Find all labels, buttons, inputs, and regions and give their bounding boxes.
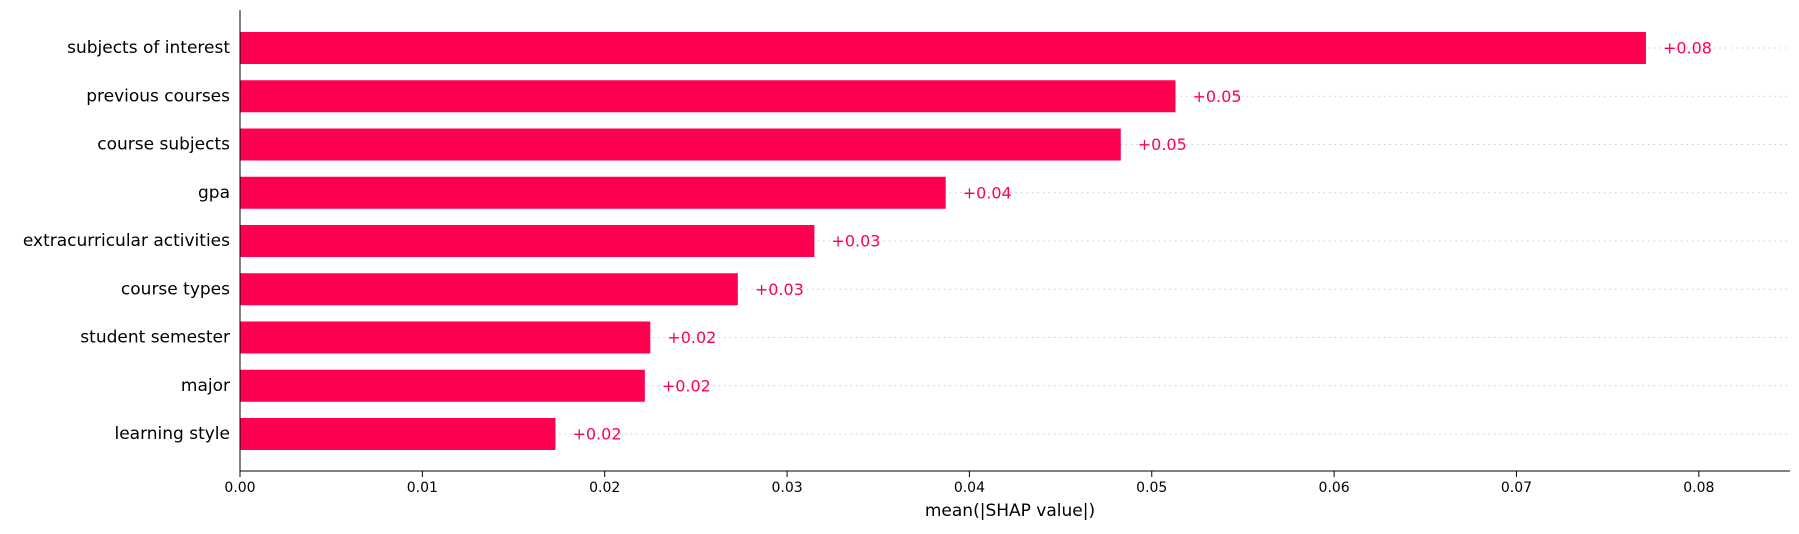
bar-value-label: +0.05 <box>1138 135 1187 154</box>
category-label: gpa <box>198 183 230 203</box>
bar-extracurricular-activities <box>240 225 815 257</box>
x-tick-label: 0.07 <box>1501 480 1532 496</box>
x-ticks-group: 0.00 0.01 0.02 0.03 0.04 0.05 0.06 0.07 0.08 <box>224 471 1714 496</box>
bar-learning-style <box>240 418 556 450</box>
category-label: student semester <box>80 328 230 348</box>
bar-value-label: +0.08 <box>1663 39 1712 58</box>
x-tick-label: 0.06 <box>1319 480 1350 496</box>
x-tick-label: 0.03 <box>771 480 802 496</box>
bar-value-label: +0.02 <box>667 328 716 347</box>
x-tick-label: 0.01 <box>407 480 438 496</box>
bar-course-subjects <box>240 128 1121 161</box>
bar-value-label: +0.05 <box>1192 87 1241 106</box>
bars-group <box>240 32 1646 450</box>
bar-value-label: +0.02 <box>572 425 621 444</box>
bar-value-label: +0.02 <box>662 376 711 395</box>
category-label: major <box>181 376 230 396</box>
bar-value-label: +0.03 <box>831 232 880 251</box>
x-tick-label: 0.05 <box>1136 480 1167 496</box>
category-label: course subjects <box>97 135 230 155</box>
bar-previous-courses <box>240 80 1176 113</box>
category-label: subjects of interest <box>67 38 230 58</box>
category-label: extracurricular activities <box>23 231 230 251</box>
axes-group <box>239 10 1790 472</box>
category-label: course types <box>121 279 230 299</box>
bar-value-label: +0.04 <box>963 183 1012 202</box>
category-label: learning style <box>114 424 230 444</box>
x-tick-label: 0.00 <box>224 480 255 496</box>
x-axis-label: mean(|SHAP value|) <box>925 501 1095 521</box>
value-labels-group: +0.08 +0.05 +0.05 +0.04 +0.03 +0.03 +0.02 +0.02… <box>572 39 1712 444</box>
bar-course-types <box>240 273 738 306</box>
category-labels-group: subjects of interest previous courses cour… <box>23 38 230 444</box>
x-tick-label: 0.08 <box>1683 480 1714 496</box>
bar-value-label: +0.03 <box>755 280 804 299</box>
category-label: previous courses <box>86 86 230 106</box>
x-tick-label: 0.04 <box>954 480 985 496</box>
bar-student-semester <box>240 321 651 354</box>
bar-subjects-of-interest <box>240 32 1646 64</box>
bar-major <box>240 369 645 402</box>
x-tick-label: 0.02 <box>589 480 620 496</box>
bar-gpa <box>240 176 946 209</box>
